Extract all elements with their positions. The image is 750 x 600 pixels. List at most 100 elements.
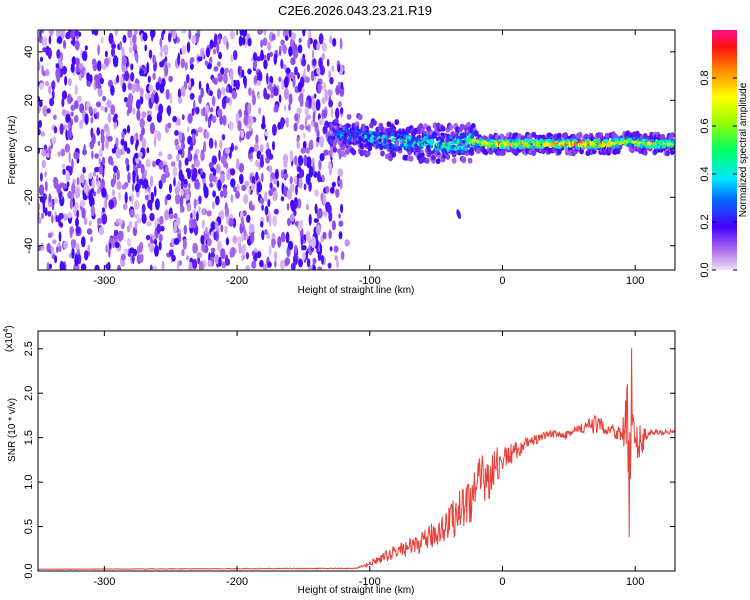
heatmap-ridge-halo-cell	[660, 133, 666, 140]
heatmap-noise-cell	[154, 198, 160, 211]
heatmap-noise-cell	[70, 39, 76, 45]
heatmap-noise-cell	[206, 238, 212, 247]
snr-x-tick-label: -300	[93, 576, 115, 588]
heatmap-noise-cell	[77, 95, 82, 103]
heatmap-noise-cell	[217, 72, 223, 83]
heatmap-noise-cell	[290, 32, 297, 40]
heatmap-noise-cell	[288, 46, 293, 57]
heatmap-noise-cell	[235, 190, 240, 199]
heatmap-noise-cell	[266, 215, 270, 223]
heatmap-noise-cell	[171, 254, 176, 262]
heatmap-noise-cell	[167, 32, 172, 43]
heatmap-noise-cell	[91, 30, 95, 35]
heatmap-noise-cell	[80, 173, 85, 184]
heatmap-noise-cell	[314, 189, 319, 197]
heatmap-noise-cell	[157, 131, 162, 142]
heatmap-noise-cell	[270, 92, 275, 99]
heatmap-noise-cell	[297, 82, 302, 93]
heatmap-noise-cell	[303, 183, 307, 191]
heatmap-y-ticks: -40 -20 0 20 40	[23, 46, 675, 254]
heatmap-noise-cell	[222, 35, 228, 45]
heatmap-noise-cell	[247, 116, 251, 124]
heatmap-noise-cell	[46, 108, 51, 114]
heatmap-ridge-core-cell	[348, 135, 353, 140]
heatmap-ridge-core-cell	[436, 151, 441, 156]
heatmap-noise-cell	[230, 194, 234, 203]
heatmap-noise-cell	[272, 140, 275, 151]
heatmap-noise-cell	[158, 103, 164, 116]
heatmap-noise-cell	[220, 224, 224, 233]
heatmap-noise-cell	[103, 123, 109, 132]
heatmap-noise-cell	[81, 236, 86, 248]
heatmap-ridge-halo-cell	[372, 119, 377, 126]
heatmap-noise-cell	[252, 52, 258, 62]
heatmap-noise-cell	[306, 258, 311, 268]
heatmap-noise-cell	[212, 175, 217, 183]
heatmap-noise-cell	[110, 178, 116, 188]
heatmap-noise-cell	[272, 215, 278, 227]
heatmap-noise-cell	[123, 248, 129, 255]
heatmap-noise-cell	[177, 95, 183, 105]
heatmap-noise-cell	[186, 41, 191, 53]
heatmap-noise-cell	[179, 195, 184, 208]
heatmap-noise-cell	[176, 216, 181, 227]
heatmap-noise-cell	[68, 151, 71, 164]
heatmap-noise-cell	[193, 198, 197, 210]
heatmap-noise-cell	[332, 37, 337, 47]
heatmap-noise-cell	[69, 198, 73, 210]
heatmap-noise-cell	[309, 139, 314, 150]
heatmap-noise-cell	[74, 30, 80, 36]
heatmap-noise-cell	[337, 81, 341, 89]
heatmap-noise-cell	[97, 88, 103, 97]
heatmap-noise-cell	[143, 178, 149, 190]
heatmap-noise-cell	[221, 261, 227, 269]
heatmap-noise-cell	[286, 203, 290, 211]
heatmap-noise-cell	[121, 131, 125, 139]
heatmap-noise-cell	[98, 147, 103, 158]
heatmap-noise-cell	[97, 217, 103, 225]
heatmap-noise-cell	[149, 212, 155, 222]
heatmap-noise-cell	[209, 172, 214, 183]
heatmap-noise-cell	[42, 105, 48, 117]
heatmap-noise-cell	[101, 213, 107, 225]
heatmap-noise-cell	[59, 260, 64, 270]
colorbar-label: Normalized spectral amplitude	[738, 82, 749, 217]
heatmap-noise-cell	[289, 176, 293, 185]
heatmap-noise-cell	[224, 67, 229, 74]
heatmap-noise-cell	[159, 61, 164, 68]
heatmap-ridge-core-cell	[519, 145, 523, 150]
heatmap-noise-cell	[303, 154, 308, 167]
heatmap-noise-cell	[312, 58, 317, 66]
heatmap-noise-cell	[113, 229, 119, 236]
heatmap-noise-cell	[149, 264, 153, 270]
heatmap-noise-cell	[154, 238, 158, 246]
heatmap-noise-cell	[66, 180, 70, 188]
heatmap-noise-cell	[270, 177, 273, 183]
heatmap-noise-cell	[304, 106, 309, 117]
heatmap-noise-cell	[257, 93, 260, 100]
heatmap-ridge-halo-cell	[461, 157, 467, 164]
heatmap-noise-cell	[299, 219, 304, 228]
heatmap-noise-cell	[225, 86, 230, 93]
heatmap-ridge-core-cell	[446, 147, 451, 152]
heatmap-noise-cell	[116, 180, 122, 190]
heatmap-noise-cell	[96, 60, 102, 72]
heatmap-ridge-core-cell	[472, 138, 477, 143]
heatmap-noise-cell	[173, 213, 178, 220]
heatmap-noise-cell	[323, 149, 329, 156]
heatmap-noise-cell	[208, 162, 214, 169]
heatmap-noise-cell	[273, 53, 278, 65]
heatmap-noise-cell	[225, 237, 230, 246]
heatmap-x-axis-title: Height of straight line (km)	[298, 285, 415, 296]
heatmap-noise-cell	[215, 163, 221, 174]
heatmap-noise-cell	[86, 72, 91, 82]
heatmap-noise-cell	[311, 49, 315, 59]
heatmap-noise-cell	[64, 75, 68, 86]
heatmap-noise-cell	[39, 82, 44, 91]
heatmap-noise-cell	[239, 30, 244, 36]
snr-scale-note: (x104)	[3, 325, 15, 352]
heatmap-ridge-core-cell	[531, 145, 535, 150]
heatmap-noise-cell	[300, 147, 307, 154]
heatmap-noise-cell	[124, 70, 130, 82]
heatmap-noise-cell	[200, 167, 203, 175]
